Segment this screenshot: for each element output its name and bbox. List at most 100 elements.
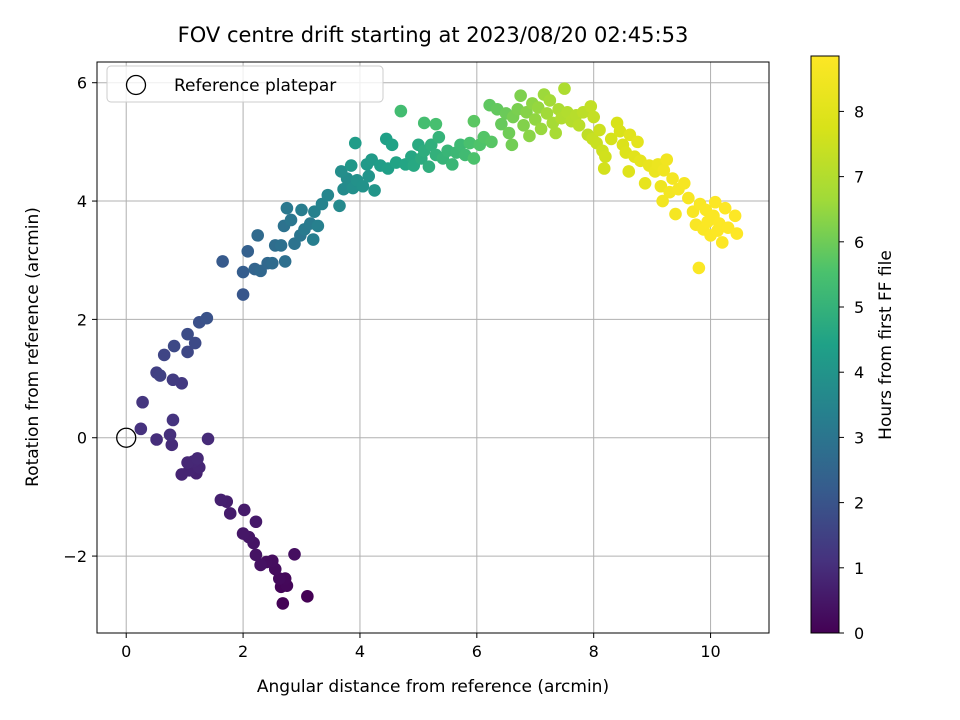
colorbar-tick-label: 5 [854, 298, 864, 317]
colorbar-tick-label: 3 [854, 428, 864, 447]
scatter-points [134, 82, 744, 610]
legend-box [106, 65, 384, 103]
data-point [200, 311, 214, 325]
x-tick-label: 6 [472, 642, 482, 661]
data-point [467, 152, 481, 165]
y-tick-label: 4 [77, 192, 87, 211]
data-point [656, 194, 669, 208]
data-point [389, 156, 403, 169]
x-tick-label: 2 [238, 642, 248, 661]
data-point [715, 236, 729, 249]
x-tick-label: 8 [589, 642, 599, 661]
legend: Reference platepar [106, 65, 384, 103]
data-point [593, 123, 606, 137]
data-point [708, 195, 722, 209]
x-tick-label: 0 [121, 642, 131, 661]
data-point [308, 205, 321, 219]
data-point [295, 203, 308, 217]
data-point [682, 191, 695, 205]
data-point [368, 184, 381, 197]
data-point [276, 597, 290, 610]
data-point [216, 255, 229, 268]
data-point [604, 132, 618, 146]
data-point [502, 126, 516, 140]
data-point [166, 413, 180, 427]
data-point [463, 136, 477, 150]
data-point [163, 428, 177, 442]
data-point [315, 197, 329, 211]
data-point [730, 227, 744, 240]
data-point [528, 113, 542, 126]
x-axis-title: Angular distance from reference (arcmin) [257, 677, 609, 697]
data-point [543, 94, 557, 107]
colorbar-tick-label: 6 [854, 233, 864, 252]
colorbar-tick-label: 2 [854, 494, 864, 513]
data-point [266, 256, 279, 270]
data-point [394, 104, 408, 118]
data-point [584, 100, 598, 113]
data-point [520, 105, 533, 119]
data-point [558, 82, 571, 95]
data-point [638, 177, 652, 190]
data-point [241, 245, 255, 258]
y-tick-label: 0 [77, 429, 87, 448]
data-point [422, 160, 436, 174]
data-point [505, 138, 519, 152]
colorbar-tick-label: 4 [854, 363, 864, 382]
data-point [165, 438, 179, 452]
data-point [273, 572, 286, 585]
data-point [136, 395, 149, 409]
data-point [181, 456, 194, 469]
data-point [348, 136, 362, 150]
data-point [424, 138, 438, 152]
data-point [728, 209, 742, 223]
data-point [236, 527, 250, 540]
x-axis-ticks: 0 2 4 6 8 10 [121, 633, 721, 661]
data-point [214, 493, 228, 507]
data-point [274, 239, 288, 252]
data-point [278, 255, 292, 268]
y-axis-title: Rotation from reference (arcmin) [23, 207, 43, 487]
data-point [597, 162, 611, 175]
data-point [157, 348, 171, 362]
data-point [284, 213, 298, 227]
data-point [166, 373, 180, 387]
reference-platepar-marker [116, 427, 137, 448]
data-point [514, 89, 527, 103]
data-point [321, 188, 335, 202]
x-tick-label: 4 [355, 642, 365, 661]
data-point [622, 165, 636, 178]
data-point [153, 369, 167, 382]
y-tick-label: 2 [77, 310, 87, 329]
data-point [237, 503, 251, 517]
data-point [344, 159, 358, 172]
y-axis-ticks: −2 0 2 4 6 [63, 74, 97, 566]
y-tick-label: −2 [63, 547, 87, 566]
data-point [692, 261, 706, 275]
data-point [301, 590, 314, 603]
colorbar-gradient [810, 55, 840, 634]
data-point [666, 172, 679, 185]
colorbar-ticks: 0 1 2 3 4 5 6 7 8 [839, 102, 864, 643]
data-point [523, 129, 536, 143]
data-point [356, 179, 370, 193]
data-point [150, 433, 163, 446]
data-point [385, 138, 399, 152]
data-point [201, 432, 215, 446]
data-point [599, 150, 612, 163]
data-point [191, 452, 204, 465]
x-tick-label: 10 [700, 642, 720, 661]
data-point [236, 265, 250, 279]
colorbar-label: Hours from first FF file [876, 250, 896, 440]
data-point [134, 422, 148, 436]
data-point [485, 135, 498, 149]
legend-label: Reference platepar [174, 76, 336, 96]
data-point [223, 507, 237, 520]
colorbar: 0 1 2 3 4 5 6 7 8 Hours from first FF file [810, 55, 896, 643]
data-point [337, 182, 350, 196]
data-point [540, 107, 554, 120]
data-point [181, 327, 194, 341]
y-tick-label: 6 [77, 74, 87, 93]
plot-area-frame [96, 61, 770, 634]
